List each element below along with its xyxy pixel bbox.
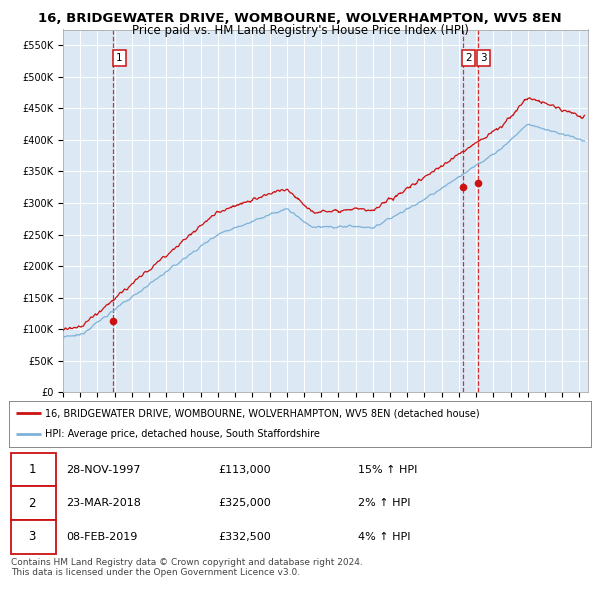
Text: 1: 1	[29, 463, 36, 476]
Text: 23-MAR-2018: 23-MAR-2018	[66, 498, 141, 508]
Text: £332,500: £332,500	[218, 532, 271, 542]
FancyBboxPatch shape	[11, 486, 56, 520]
Text: 3: 3	[29, 530, 36, 543]
Text: 3: 3	[481, 53, 487, 63]
Text: 16, BRIDGEWATER DRIVE, WOMBOURNE, WOLVERHAMPTON, WV5 8EN: 16, BRIDGEWATER DRIVE, WOMBOURNE, WOLVER…	[38, 12, 562, 25]
Text: 16, BRIDGEWATER DRIVE, WOMBOURNE, WOLVERHAMPTON, WV5 8EN (detached house): 16, BRIDGEWATER DRIVE, WOMBOURNE, WOLVER…	[45, 408, 480, 418]
Text: HPI: Average price, detached house, South Staffordshire: HPI: Average price, detached house, Sout…	[45, 429, 320, 439]
Text: 1: 1	[116, 53, 122, 63]
Text: Contains HM Land Registry data © Crown copyright and database right 2024.
This d: Contains HM Land Registry data © Crown c…	[11, 558, 362, 577]
Text: 2% ↑ HPI: 2% ↑ HPI	[358, 498, 410, 508]
Text: £325,000: £325,000	[218, 498, 271, 508]
FancyBboxPatch shape	[11, 520, 56, 553]
Text: 4% ↑ HPI: 4% ↑ HPI	[358, 532, 410, 542]
Text: 28-NOV-1997: 28-NOV-1997	[66, 464, 140, 474]
Text: 15% ↑ HPI: 15% ↑ HPI	[358, 464, 418, 474]
Text: 08-FEB-2019: 08-FEB-2019	[66, 532, 137, 542]
Text: 2: 2	[466, 53, 472, 63]
Text: Price paid vs. HM Land Registry's House Price Index (HPI): Price paid vs. HM Land Registry's House …	[131, 24, 469, 37]
FancyBboxPatch shape	[11, 453, 56, 486]
Text: £113,000: £113,000	[218, 464, 271, 474]
Text: 2: 2	[29, 497, 36, 510]
